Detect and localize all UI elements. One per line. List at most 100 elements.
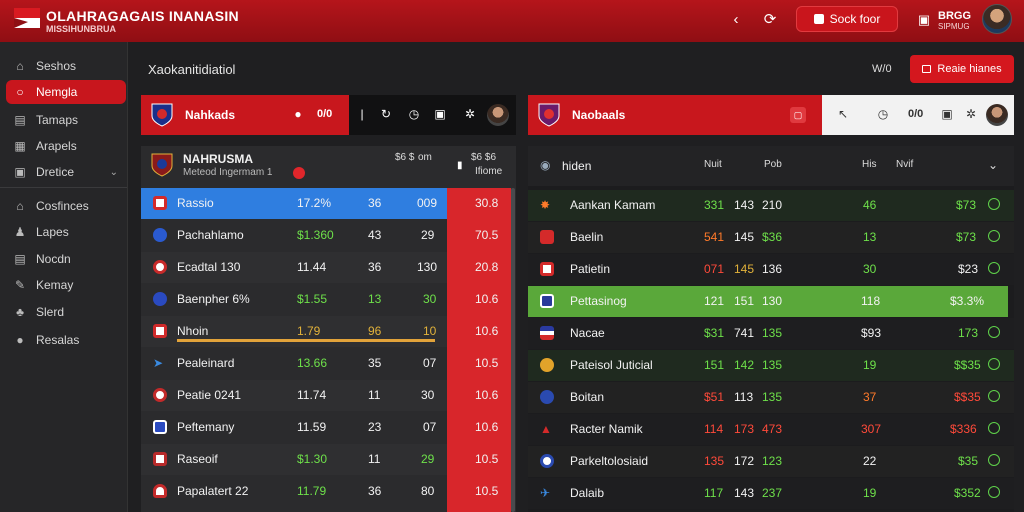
row-stat: 37 <box>863 390 877 404</box>
box-icon: ▣ <box>14 165 26 179</box>
status-circle-icon[interactable] <box>988 390 1000 402</box>
row-stat: 130 <box>417 260 438 274</box>
table-row[interactable]: Pachahlamo $1.360 43 29 <box>141 220 447 251</box>
refresh-icon[interactable]: ↻ <box>380 107 392 121</box>
table-row[interactable]: Pateisol Juticial 151 142 135 19 $$35 <box>528 350 1014 381</box>
sidebar-item-stack[interactable]: ♣ Slerd <box>6 300 126 324</box>
row-stat: 13 <box>368 292 382 306</box>
list-icon: ▤ <box>14 113 26 127</box>
player-avatar[interactable] <box>986 104 1008 126</box>
sidebar-item-home[interactable]: ⌂ Seshos <box>6 54 126 78</box>
sidebar-item-box[interactable]: ▣ Dretice ⌄ <box>6 160 126 184</box>
chevron-down-icon[interactable]: ⌄ <box>988 158 999 172</box>
table-row[interactable]: Patietin 071 145 136 30 $23 <box>528 254 1014 285</box>
row-stat: 121 <box>704 294 725 308</box>
table-row[interactable]: Baelin 541 145 $36 13 $73 <box>528 222 1014 253</box>
row-stat: 130 <box>762 294 783 308</box>
cta-button[interactable]: Sock foor <box>796 6 898 32</box>
row-score: 30.8 <box>475 196 499 210</box>
status-dot <box>293 167 305 179</box>
table-row[interactable]: Nhoin 1.79 96 10 <box>141 316 447 347</box>
row-score: 10.5 <box>475 484 499 498</box>
team-icon <box>540 454 554 468</box>
right-panel-header: Naobaals ▢ <box>528 95 822 135</box>
row-stat: 36 <box>368 196 382 210</box>
sidebar-item-user[interactable]: ● Resalas <box>6 328 126 352</box>
status-circle-icon[interactable] <box>988 422 1000 434</box>
table-row[interactable]: Parkeltolosiaid 135 172 123 22 $35 <box>528 446 1014 477</box>
ball-icon[interactable]: ✲ <box>464 107 476 121</box>
top-bar: OLAHRAGAGAIS INANASIN MISSIHUNBRUA ‹ ⟳ S… <box>0 0 1024 42</box>
table-row[interactable]: Baenpher 6% $1.55 13 30 <box>141 284 447 315</box>
square-icon[interactable]: ▣ <box>434 107 446 121</box>
toggle-icon[interactable]: ● <box>294 107 302 121</box>
column-header: Nuit <box>704 159 722 170</box>
table-row[interactable]: Peftemany 11.59 23 07 <box>141 412 447 443</box>
table-row[interactable]: ▲ Racter Namik 114 173 473 307 $336 <box>528 414 1014 445</box>
team-icon <box>153 420 167 434</box>
table-row[interactable]: ✈ Dalaib 117 143 237 19 $352 <box>528 478 1014 509</box>
chevron-down-icon: ⌄ <box>109 166 118 178</box>
table-row[interactable]: Boitan $51 113 135 37 $$35 <box>528 382 1014 413</box>
table-row[interactable]: ✸ Aankan Kamam 331 143 210 46 $73 <box>528 190 1014 221</box>
table-row[interactable]: Papalatert 22 11.79 36 80 <box>141 476 447 507</box>
lock-icon[interactable]: ▢ <box>790 107 806 123</box>
cursor-icon[interactable]: ↖ <box>837 107 849 121</box>
table-row[interactable]: Ecadtal 130 11.44 36 130 <box>141 252 447 283</box>
team-icon: ▲ <box>540 422 552 436</box>
status-circle-icon[interactable] <box>988 326 1000 338</box>
row-stat: 11.59 <box>297 420 327 434</box>
back-icon[interactable]: ‹ <box>733 11 739 28</box>
refresh-icon[interactable]: ⟳ <box>763 11 777 28</box>
row-name: Pealeinard <box>177 356 235 370</box>
sidebar-item-users[interactable]: ♟ Lapes <box>6 220 126 244</box>
search-icon: ○ <box>16 85 24 99</box>
person-icon: ⌂ <box>16 199 24 213</box>
row-stat: 307 <box>861 422 882 436</box>
status-circle-icon[interactable] <box>988 230 1000 242</box>
row-stat: 473 <box>762 422 783 436</box>
user-avatar[interactable] <box>982 4 1012 34</box>
status-circle-icon[interactable] <box>988 358 1000 370</box>
status-circle-icon[interactable] <box>988 454 1000 466</box>
row-score: 10.6 <box>475 420 499 434</box>
clock-icon[interactable]: ◷ <box>408 107 420 121</box>
right-panel-toolbar: ↖ ◷ 0/0 ▣ ✲ <box>822 95 1014 135</box>
row-score: 10.6 <box>475 292 499 306</box>
table-row[interactable]: Pettasinog 121 151 130 118 $3.3% <box>528 286 1008 317</box>
row-stat: 36 <box>368 484 382 498</box>
row-stat: 071 <box>704 262 725 276</box>
row-stat: 29 <box>421 228 435 242</box>
table-row[interactable]: ➤ Pealeinard 13.66 35 07 <box>141 348 447 379</box>
table-row[interactable]: Rassio 17.2% 36 009 <box>141 188 447 219</box>
sidebar-item-grid[interactable]: ▦ Arapels <box>6 134 126 158</box>
table-row[interactable]: Raseoif $1.30 11 29 <box>141 444 447 475</box>
table-row[interactable]: Peatie 0241 11.74 11 30 <box>141 380 447 411</box>
action-button[interactable]: Reaie hianes <box>910 55 1014 83</box>
sidebar-item-pen[interactable]: ✎ Kemay <box>6 273 126 297</box>
sidebar: ⌂ Seshos ○ Nemgla ▤ Tamaps ▦ Arapels ▣ Dretic… <box>0 42 128 512</box>
sidebar-item-calendar[interactable]: ▤ Nocdn <box>6 247 126 271</box>
row-stat: 135 <box>704 454 725 468</box>
notification-icon[interactable]: ▣ <box>917 12 931 27</box>
row-stat: 118 <box>861 294 881 308</box>
row-name: Baenpher 6% <box>177 292 250 306</box>
sidebar-item-person[interactable]: ⌂ Cosfinces <box>6 194 126 218</box>
status-circle-icon[interactable] <box>988 262 1000 274</box>
row-name: Boitan <box>570 390 605 404</box>
scrollbar[interactable] <box>511 188 515 512</box>
row-score: 70.5 <box>475 228 499 242</box>
player-avatar[interactable] <box>487 104 509 126</box>
sidebar-item-list[interactable]: ▤ Tamaps <box>6 108 126 132</box>
team-icon: ✸ <box>540 198 551 212</box>
clock-icon[interactable]: ◷ <box>877 107 889 121</box>
square-icon[interactable]: ▣ <box>941 107 953 121</box>
table-row[interactable]: Nacae $31 741 135 $93 173 <box>528 318 1014 349</box>
status-circle-icon[interactable] <box>988 198 1000 210</box>
sidebar-item-search[interactable]: ○ Nemgla <box>6 80 126 104</box>
left-table: NAHRUSMA Meteod Ingermam 1 $6 $ om $6 $6… <box>141 146 516 512</box>
ball-icon[interactable]: ✲ <box>965 107 977 121</box>
sidebar-divider <box>0 187 127 188</box>
status-circle-icon[interactable] <box>988 486 1000 498</box>
row-stat: 36 <box>368 260 382 274</box>
